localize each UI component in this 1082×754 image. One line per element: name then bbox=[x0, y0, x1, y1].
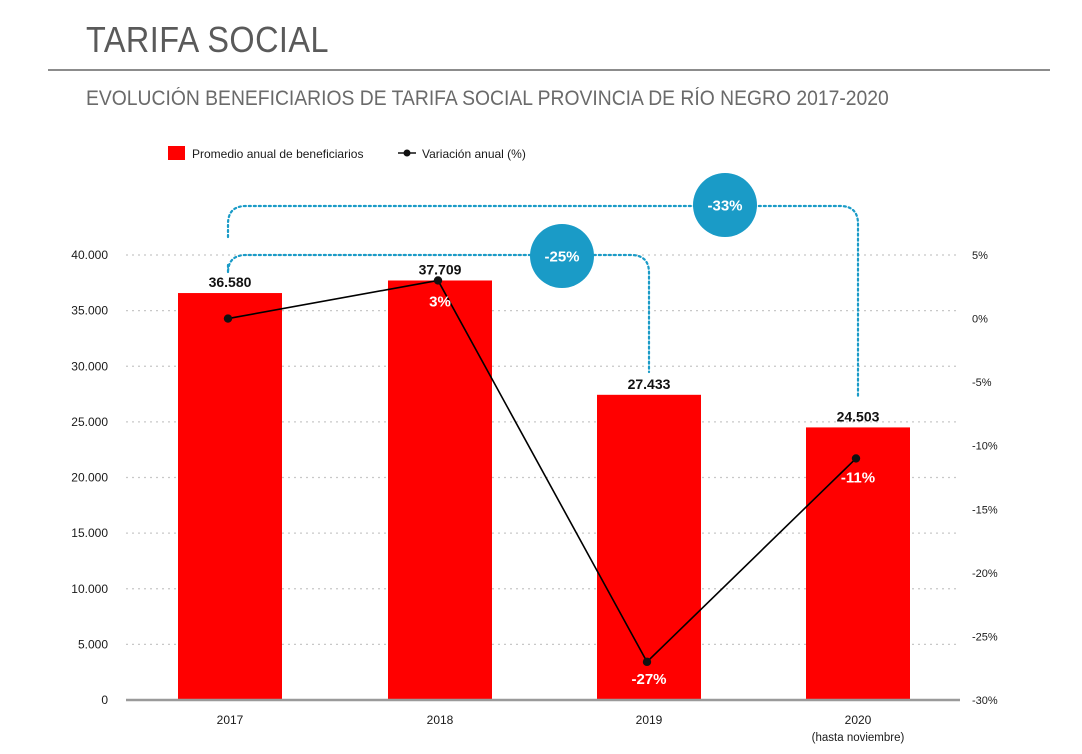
bar-2018 bbox=[388, 280, 492, 700]
variation-line bbox=[227, 279, 857, 664]
variation-value-label: -11% bbox=[841, 469, 875, 486]
variation-bubble-label: -33% bbox=[707, 198, 742, 215]
variation-point bbox=[223, 314, 233, 323]
bar-value-label: 24.503 bbox=[837, 408, 880, 424]
y-right-tick-label: 0% bbox=[972, 314, 988, 326]
variation-point bbox=[851, 454, 861, 463]
variation-bracket bbox=[226, 204, 860, 400]
legend-line-marker bbox=[403, 149, 411, 157]
variation-bubble bbox=[693, 173, 757, 237]
bar-value-label: 27.433 bbox=[628, 376, 671, 392]
variation-point bbox=[433, 276, 443, 285]
x-tick-label: 2019 bbox=[636, 713, 663, 727]
y-left-tick-label: 10.000 bbox=[71, 582, 108, 596]
y-left-tick-label: 25.000 bbox=[71, 415, 108, 429]
variation-bubble bbox=[530, 224, 594, 288]
bar-value-label: 37.709 bbox=[419, 261, 462, 277]
y-left-tick-label: 15.000 bbox=[71, 526, 108, 540]
x-tick-label: 2017 bbox=[217, 713, 244, 727]
y-right-tick-label: -15% bbox=[972, 504, 998, 516]
page-title: TARIFA SOCIAL bbox=[86, 19, 329, 60]
variation-point bbox=[642, 657, 652, 667]
title-divider bbox=[48, 69, 1050, 71]
legend-line-label: Variación anual (%) bbox=[422, 147, 526, 161]
y-left-tick-label: 40.000 bbox=[71, 248, 108, 262]
y-left-tick-label: 0 bbox=[101, 693, 108, 707]
x-tick-label: 2020 bbox=[845, 713, 872, 727]
y-left-tick-label: 30.000 bbox=[71, 359, 108, 373]
y-left-tick-label: 35.000 bbox=[71, 304, 108, 318]
bar-value-label: 36.580 bbox=[209, 274, 252, 290]
variation-value-label: -27% bbox=[631, 671, 666, 688]
legend-bar-label: Promedio anual de beneficiarios bbox=[192, 147, 363, 161]
y-right-tick-label: 5% bbox=[972, 250, 988, 262]
y-right-tick-label: -25% bbox=[972, 631, 998, 643]
legend-bar-swatch bbox=[168, 146, 185, 160]
y-left-tick-label: 5.000 bbox=[78, 637, 108, 651]
variation-value-label: 3% bbox=[429, 293, 451, 310]
x-tick-sublabel: (hasta noviembre) bbox=[812, 732, 905, 744]
y-right-tick-label: -30% bbox=[972, 695, 998, 707]
y-right-tick-label: -10% bbox=[972, 441, 998, 453]
y-right-tick-label: -20% bbox=[972, 568, 998, 580]
x-tick-label: 2018 bbox=[427, 713, 454, 727]
variation-bracket bbox=[226, 253, 651, 374]
bar-2020 bbox=[806, 427, 910, 700]
bar-2017 bbox=[178, 293, 282, 700]
chart-title: EVOLUCIÓN BENEFICIARIOS DE TARIFA SOCIAL… bbox=[86, 87, 889, 110]
y-left-tick-label: 20.000 bbox=[71, 471, 108, 485]
variation-bubble-label: -25% bbox=[544, 249, 579, 266]
y-right-tick-label: -5% bbox=[972, 377, 992, 389]
bar-2019 bbox=[597, 394, 701, 700]
